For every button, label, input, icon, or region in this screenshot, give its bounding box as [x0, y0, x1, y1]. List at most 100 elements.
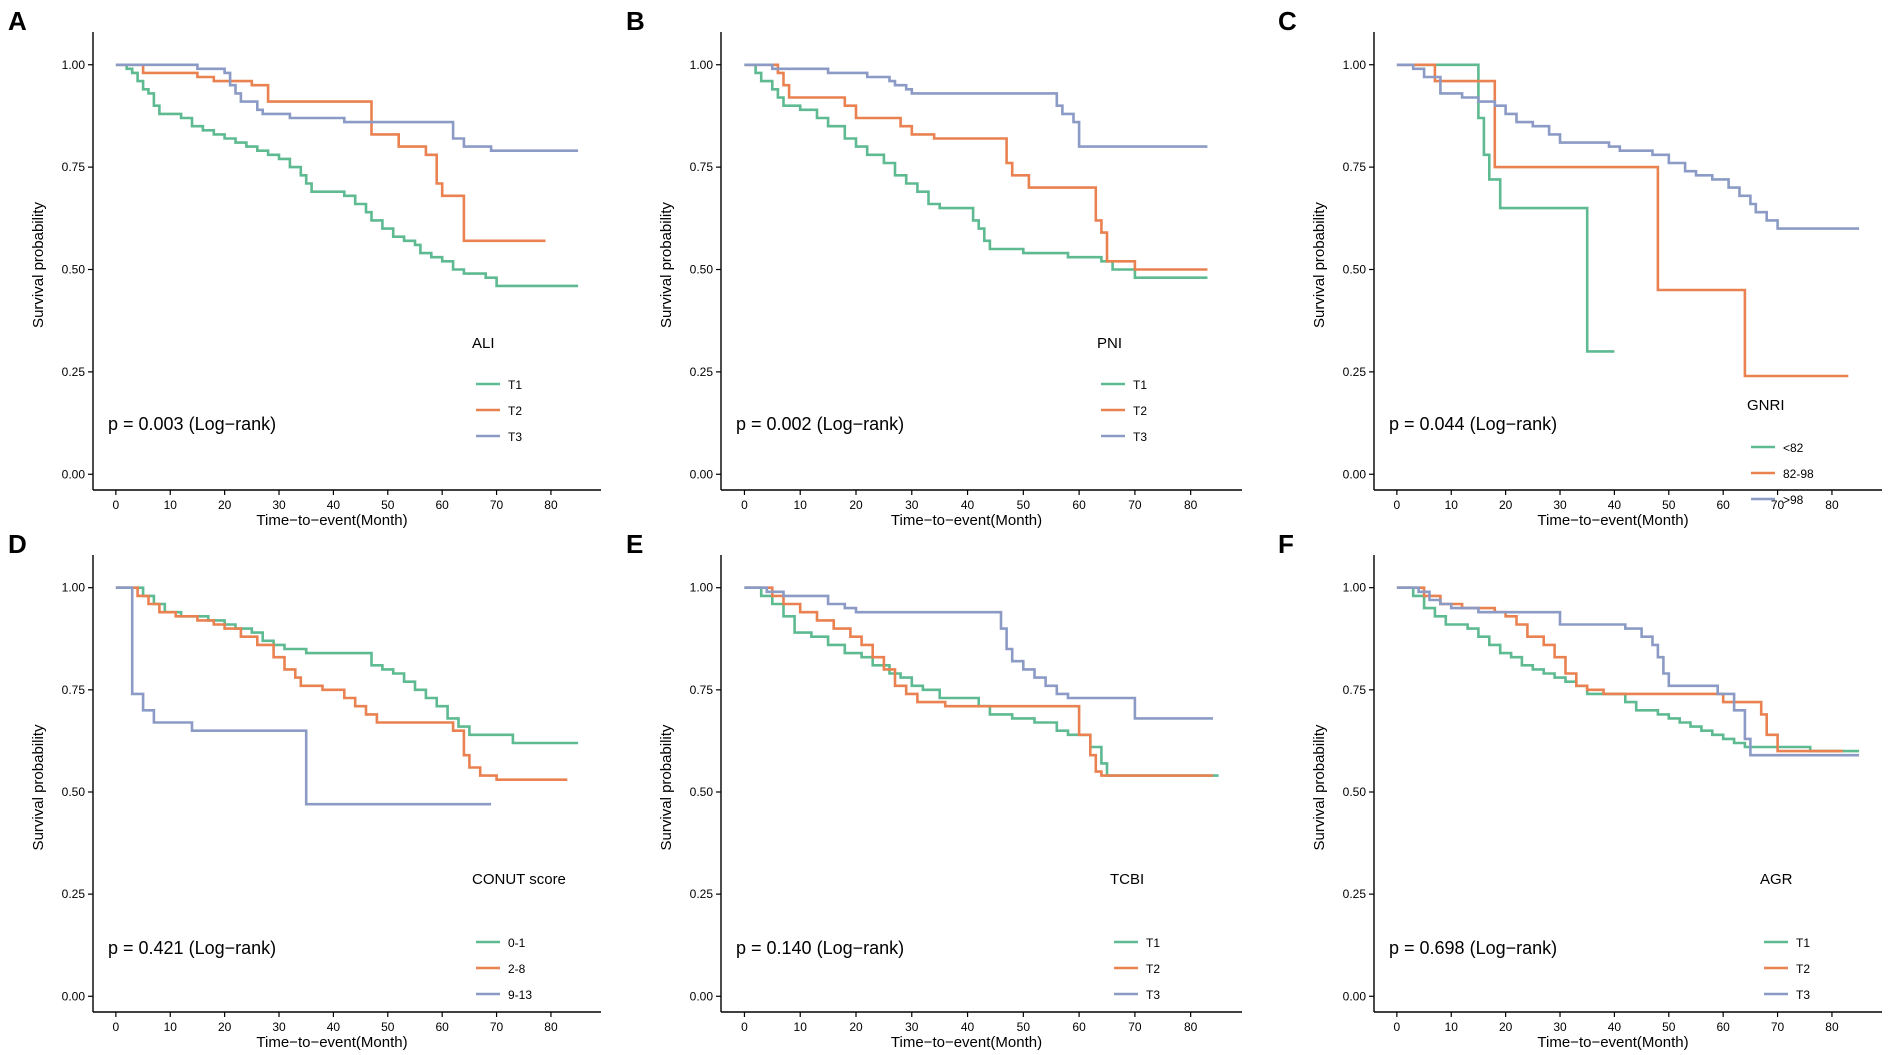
- legend: AGR T1 T2 T3: [1760, 871, 1810, 1002]
- legend: PNI T1 T2 T3: [1097, 335, 1147, 444]
- x-tick-label: 0: [1394, 1020, 1401, 1034]
- x-tick-label: 10: [794, 498, 808, 512]
- panel-label-e: E: [626, 529, 643, 559]
- legend-entry: T3: [1146, 988, 1160, 1002]
- y-tick-label: 0.00: [62, 467, 86, 481]
- x-tick-label: 70: [1771, 498, 1785, 512]
- y-axis-label: Survival probability: [1311, 202, 1328, 328]
- x-tick-label: 50: [381, 1020, 395, 1034]
- curve--98: [1396, 63, 1860, 230]
- curve-0-1: [115, 586, 579, 745]
- curve-T1: [744, 586, 1219, 777]
- x-tick-label: 70: [490, 498, 504, 512]
- x-tick-label: 60: [435, 498, 449, 512]
- y-tick-label: 0.75: [690, 683, 714, 697]
- x-tick-label: 60: [1716, 1020, 1730, 1034]
- curve-T3: [115, 63, 579, 152]
- x-tick-label: 30: [272, 1020, 286, 1034]
- curve-T2: [1396, 586, 1843, 753]
- curve-T2: [744, 586, 1213, 777]
- x-tick-label: 30: [905, 1020, 919, 1034]
- x-tick-label: 20: [1499, 1020, 1513, 1034]
- panel-label-b: B: [626, 6, 645, 36]
- legend-entry: T2: [1796, 962, 1810, 976]
- curve-2-8: [115, 586, 568, 781]
- p-value-label: p = 0.044 (Log−rank): [1389, 414, 1557, 434]
- curve-T1: [744, 63, 1208, 279]
- y-axis-label: Survival probability: [30, 724, 47, 850]
- x-axis-label: Time−to−event(Month): [891, 512, 1042, 529]
- x-axis-label: Time−to−event(Month): [891, 1034, 1042, 1051]
- legend-entry: >98: [1783, 493, 1804, 507]
- panel-c: C 0.00 0.25 0.50 0.75 1.00 0 10 20 30 40 50 60 70 80 Ti…: [1278, 6, 1882, 529]
- y-tick-label: 0.75: [1343, 683, 1367, 697]
- y-axis-label: Survival probability: [658, 724, 675, 850]
- x-tick-label: 40: [961, 498, 975, 512]
- curve--82: [1396, 63, 1615, 353]
- panel-d: D 0.00 0.25 0.50 0.75 1.00 0 10 20 30 40 50 60 70 80 Ti…: [8, 529, 601, 1051]
- y-tick-label: 0.50: [62, 785, 86, 799]
- legend-title: TCBI: [1110, 871, 1144, 888]
- legend-title: ALI: [472, 335, 495, 352]
- y-tick-label: 0.00: [62, 989, 86, 1003]
- x-tick-label: 70: [1128, 1020, 1142, 1034]
- y-tick-label: 0.25: [690, 887, 714, 901]
- legend: CONUT score 0-1 2-8 9-13: [472, 871, 566, 1002]
- x-axis-label: Time−to−event(Month): [256, 512, 407, 529]
- legend-entry: T1: [1796, 936, 1810, 950]
- y-tick-label: 0.25: [1343, 887, 1367, 901]
- y-tick-label: 0.50: [690, 263, 714, 277]
- y-tick-label: 0.00: [1343, 467, 1367, 481]
- legend-entry: T1: [508, 378, 522, 392]
- curve-9-13: [115, 586, 492, 806]
- p-value-label: p = 0.698 (Log−rank): [1389, 938, 1557, 958]
- x-tick-label: 10: [164, 498, 178, 512]
- curve-T3: [1396, 586, 1860, 757]
- legend-entry: T2: [1146, 962, 1160, 976]
- x-tick-label: 80: [1825, 1020, 1839, 1034]
- y-tick-label: 0.50: [690, 785, 714, 799]
- y-tick-label: 0.75: [690, 160, 714, 174]
- x-tick-label: 60: [435, 1020, 449, 1034]
- curve-T1: [1396, 586, 1860, 753]
- y-tick-label: 0.50: [1343, 263, 1367, 277]
- panel-a: A 0.00 0.25 0.50 0.75 1.00 0 10 20 30 40 50 60 70 80 Ti…: [8, 6, 601, 529]
- y-tick-label: 0.50: [1343, 785, 1367, 799]
- legend-entry: T2: [1133, 404, 1147, 418]
- p-value-label: p = 0.003 (Log−rank): [108, 414, 276, 434]
- legend: ALI T1 T2 T3: [472, 335, 522, 444]
- legend-entry: 0-1: [508, 936, 526, 950]
- curve-T1: [115, 63, 579, 288]
- y-axis-label: Survival probability: [1311, 724, 1328, 850]
- y-axis-label: Survival probability: [30, 202, 47, 328]
- y-tick-label: 1.00: [62, 58, 86, 72]
- y-tick-label: 0.75: [62, 683, 86, 697]
- y-tick-label: 0.25: [62, 365, 86, 379]
- x-tick-label: 40: [961, 1020, 975, 1034]
- x-tick-label: 40: [327, 498, 341, 512]
- panel-b: B 0.00 0.25 0.50 0.75 1.00 0 10 20 30 40 50 60 70 80 Ti…: [626, 6, 1242, 529]
- legend-entry: T3: [1796, 988, 1810, 1002]
- legend-entry: T1: [1133, 378, 1147, 392]
- legend-entry: <82: [1783, 441, 1804, 455]
- y-tick-label: 0.75: [1343, 160, 1367, 174]
- curve-82-98: [1396, 63, 1849, 378]
- legend-entry: T2: [508, 404, 522, 418]
- x-tick-label: 0: [113, 498, 120, 512]
- y-tick-label: 0.00: [690, 467, 714, 481]
- x-tick-label: 0: [113, 1020, 120, 1034]
- panel-label-a: A: [8, 6, 27, 36]
- x-tick-label: 10: [794, 1020, 808, 1034]
- x-tick-label: 50: [1017, 498, 1031, 512]
- legend-entry: T1: [1146, 936, 1160, 950]
- x-tick-label: 50: [1017, 1020, 1031, 1034]
- x-tick-label: 30: [1553, 1020, 1567, 1034]
- x-tick-label: 50: [1662, 498, 1676, 512]
- x-tick-label: 70: [1128, 498, 1142, 512]
- x-tick-label: 30: [905, 498, 919, 512]
- x-tick-label: 40: [1608, 1020, 1622, 1034]
- p-value-label: p = 0.421 (Log−rank): [108, 938, 276, 958]
- curve-T2: [115, 63, 546, 243]
- x-tick-label: 0: [741, 498, 748, 512]
